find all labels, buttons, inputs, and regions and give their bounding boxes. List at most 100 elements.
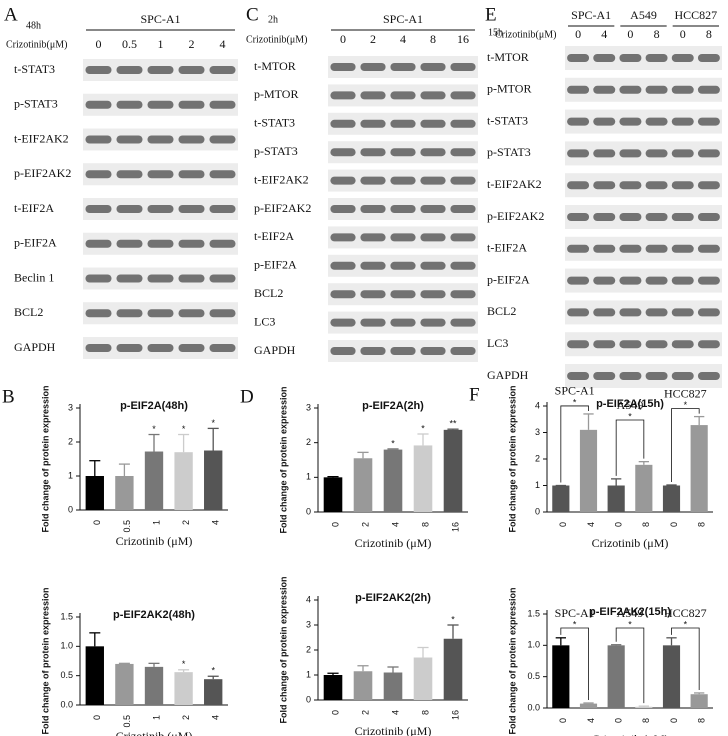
band [178,309,205,318]
panel-letter: A [4,4,18,25]
band [697,213,720,221]
row-label: BCL2 [14,305,43,319]
band [390,148,416,157]
blot-strip [565,77,722,102]
band [147,309,174,318]
x-axis-label: Crizotinib (μM) [116,729,193,736]
band [85,135,112,144]
band [360,233,386,242]
band [450,318,476,327]
bar [204,450,223,510]
band [360,261,386,270]
band [390,347,416,355]
band [147,344,174,352]
y-tick-label: 2 [306,644,311,654]
row-label: LC3 [254,314,275,328]
bar [662,485,681,512]
chart-title: p-EIF2A(2h) [362,400,424,412]
time-label: 15h [488,27,503,38]
row-label: p-MTOR [254,87,298,101]
blot-strip [565,332,722,357]
band [645,372,668,380]
blot-strip [565,236,722,261]
band [390,91,416,100]
band [593,54,616,62]
band [567,340,590,349]
band [420,148,446,157]
band [330,119,356,128]
panel-letter: C [246,4,259,25]
dose: 0 [96,37,102,51]
band [645,117,668,126]
band [360,318,386,327]
significance: * [152,424,156,434]
x-axis-label: Crizotinib (μM) [355,536,432,550]
band [567,54,590,62]
group-label: HCC827 [664,386,707,400]
band [671,54,694,62]
x-tick-label: 2 [360,710,370,715]
row-label: t-STAT3 [14,62,55,76]
band [420,176,446,185]
band [85,205,112,213]
band [178,170,205,179]
band [593,213,616,221]
band [450,119,476,128]
row-label: p-EIF2AK2 [487,209,544,223]
band [360,63,386,71]
band [697,85,720,94]
row-label: t-EIF2AK2 [254,172,309,186]
group-label: HCC827 [674,8,717,22]
x-tick-label: 8 [420,710,430,715]
row-label: t-EIF2AK2 [14,131,69,145]
row-label: p-STAT3 [487,145,531,159]
y-tick-label: 1.5 [527,608,540,618]
band [450,233,476,242]
row-label: t-MTOR [487,50,529,64]
band [645,340,668,349]
band [567,372,590,380]
band [85,344,112,352]
x-tick-label: 0 [558,522,568,527]
band [420,347,446,355]
band [593,181,616,190]
x-tick-label: 0 [330,710,340,715]
band [697,340,720,349]
dose: 4 [601,27,607,41]
band [85,309,112,318]
band [645,213,668,221]
band [567,149,590,158]
band [420,318,446,327]
bar [552,485,570,512]
row-label: LC3 [487,336,508,350]
group-label: SPC-A1 [140,12,180,26]
dose: 4 [400,32,406,46]
band [420,261,446,270]
band [420,119,446,128]
significance: * [628,411,632,421]
band [567,308,590,317]
x-tick-label: 8 [697,718,707,723]
band [671,149,694,158]
band [147,239,174,248]
band [390,233,416,242]
bar [662,645,681,708]
significance: * [684,400,688,410]
x-tick-label: 0 [669,718,679,723]
group-label: A549 [617,398,644,412]
significance: * [573,397,577,407]
band [390,318,416,327]
band [593,85,616,94]
x-tick-label: 4 [586,718,596,723]
band [116,309,143,318]
bar [579,703,598,708]
band [330,205,356,213]
band [619,149,642,158]
x-axis-label: Crizotinib (μM) [355,724,432,736]
band [178,344,205,352]
band [360,148,386,157]
time-label: 2h [268,14,278,25]
dose-label: Crizotinib(μM) [6,39,67,50]
band [567,181,590,190]
blot-strip [565,364,722,388]
